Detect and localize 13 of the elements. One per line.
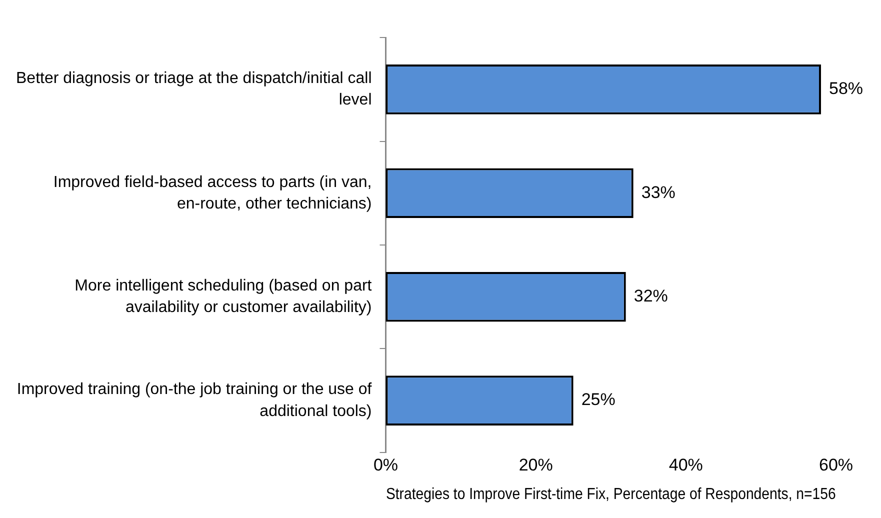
- y-tick-label: Improved field-based access to parts (in van, en-route, other technicians): [53, 174, 372, 212]
- data-label: 32%: [634, 286, 668, 306]
- data-label: 25%: [581, 390, 616, 410]
- y-tick-label: Improved training (on-the job training or the use of additional tools): [16, 381, 372, 420]
- x-tick-label: 20%: [518, 455, 553, 474]
- data-label: 58%: [828, 79, 864, 98]
- y-tick-label: Better diagnosis or triage at the dispatch/initial call level: [16, 70, 372, 109]
- x-axis-title: Strategies to Improve First-time Fix, Percentage of Respondents, n=156: [386, 485, 836, 504]
- x-tick-label: 0%: [373, 455, 398, 474]
- x-tick-label: 40%: [668, 455, 703, 474]
- y-tick-label: More intelligent scheduling (based on part availability or customer availability): [74, 277, 372, 316]
- data-label: 33%: [641, 182, 676, 202]
- x-tick-label: 60%: [818, 455, 854, 474]
